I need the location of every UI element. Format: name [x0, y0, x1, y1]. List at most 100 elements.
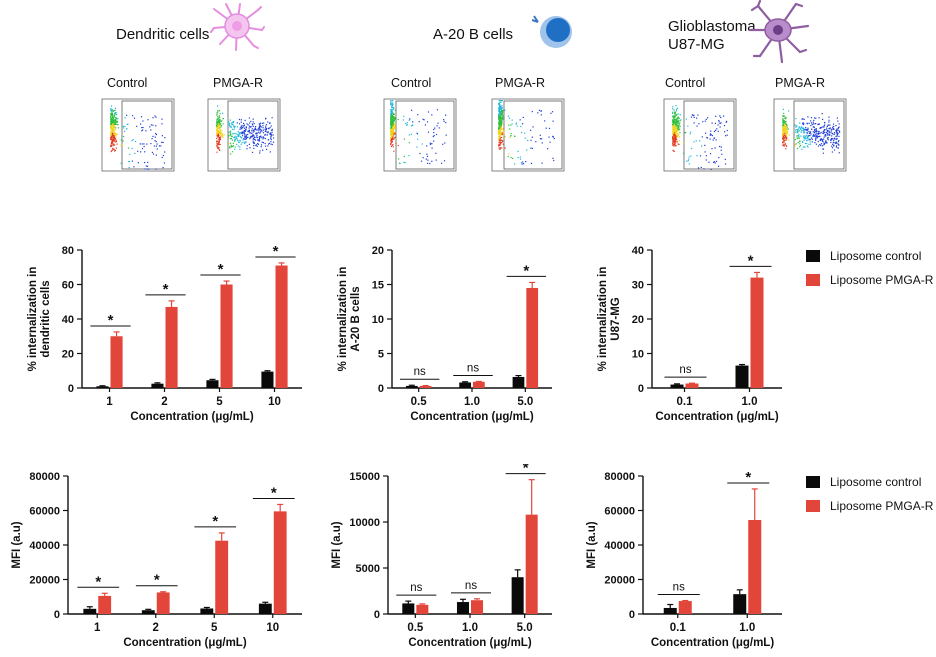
flow-event — [116, 121, 118, 123]
flow-event — [498, 122, 500, 124]
flow-event — [247, 136, 249, 138]
flow-event — [216, 137, 218, 139]
flow-event — [807, 127, 809, 129]
flow-event — [441, 162, 443, 164]
flow-event — [443, 120, 445, 122]
flow-event — [444, 142, 446, 144]
flow-event — [416, 133, 419, 135]
flow-event — [726, 120, 728, 122]
flow-event — [239, 132, 242, 134]
flow-event — [114, 137, 116, 140]
flow-event — [127, 123, 129, 125]
flow-event — [822, 148, 824, 150]
flow-event — [217, 123, 219, 125]
y-axis-label-line: MFI (a.u) — [331, 521, 343, 568]
y-tick-label: 40000 — [604, 540, 635, 552]
flow-event — [678, 123, 680, 125]
flow-event — [699, 155, 702, 157]
flow-event — [678, 143, 680, 145]
flow-event — [391, 135, 394, 137]
flow-event — [689, 133, 691, 135]
flow-event — [403, 155, 405, 158]
flow-event — [229, 147, 231, 149]
flow-event — [679, 114, 681, 116]
flow-event — [672, 131, 674, 133]
flow-event — [690, 131, 692, 133]
flow-event — [255, 128, 257, 130]
flow-event — [499, 123, 502, 125]
flow-event — [393, 125, 395, 127]
flow-event — [241, 142, 243, 144]
legend-label: Liposome control — [830, 475, 922, 489]
flow-event — [806, 132, 808, 134]
flow-event — [266, 134, 268, 136]
flow-event — [501, 132, 503, 134]
flow-event — [270, 143, 272, 145]
flow-event — [698, 123, 700, 125]
flow-event — [673, 120, 675, 122]
flow-event — [674, 134, 677, 136]
flow-event — [519, 158, 522, 160]
flow-event — [697, 167, 700, 169]
flow-event — [676, 139, 678, 141]
flow-event — [724, 163, 727, 165]
flow-event — [825, 128, 827, 131]
flow-event — [398, 158, 400, 160]
flow-event — [239, 139, 241, 141]
flow-event — [784, 115, 786, 117]
flow-event — [798, 130, 801, 132]
flow-event — [220, 135, 222, 137]
flow-event — [675, 145, 677, 147]
flow-event — [140, 116, 143, 118]
y-tick-label: 5 — [378, 349, 384, 361]
flow-event — [501, 108, 503, 110]
flow-event — [110, 127, 113, 129]
flow-event — [672, 108, 674, 110]
flow-event — [672, 124, 674, 126]
flow-event — [115, 119, 117, 121]
flow-event — [230, 123, 233, 125]
flow-event — [255, 126, 257, 128]
flow-event — [255, 145, 257, 147]
flow-event — [803, 118, 805, 120]
significance-label: * — [745, 469, 751, 486]
flow-event — [242, 132, 244, 134]
flow-event — [110, 145, 112, 147]
x-tick-label: 1.0 — [742, 396, 758, 408]
x-tick-label: 5.0 — [517, 396, 533, 408]
bar-liposome-pmga-r — [220, 284, 233, 388]
flow-event — [836, 137, 838, 139]
flow-event — [239, 148, 241, 150]
flow-event — [500, 123, 502, 126]
flow-event — [502, 143, 504, 145]
y-tick-label: 40000 — [29, 540, 60, 552]
flow-event — [150, 143, 152, 145]
flow-event — [514, 163, 516, 165]
flow-event — [238, 141, 240, 143]
flow-event — [786, 145, 788, 147]
flow-event — [713, 130, 716, 133]
flow-event — [236, 139, 239, 141]
flow-event — [782, 122, 784, 124]
significance-label: ns — [465, 580, 477, 592]
flow-event — [392, 119, 394, 121]
flow-event — [114, 114, 116, 116]
flow-event — [500, 101, 502, 103]
flow-event — [500, 136, 502, 138]
flow-event — [782, 118, 784, 120]
bar-liposome-pmga-r — [156, 592, 170, 614]
flow-event — [141, 130, 143, 132]
flow-event — [783, 145, 785, 147]
flow-event — [110, 127, 112, 129]
flow-event — [259, 140, 261, 142]
flow-event — [825, 134, 827, 136]
flow-event — [500, 109, 502, 111]
flow-event — [243, 122, 245, 125]
flow-event — [160, 145, 162, 147]
flow-event — [409, 118, 411, 120]
flow-event — [112, 138, 114, 140]
flow-event — [675, 120, 677, 122]
flow-event — [510, 157, 512, 159]
flow-event — [110, 131, 112, 133]
bar-liposome-control — [258, 603, 272, 614]
